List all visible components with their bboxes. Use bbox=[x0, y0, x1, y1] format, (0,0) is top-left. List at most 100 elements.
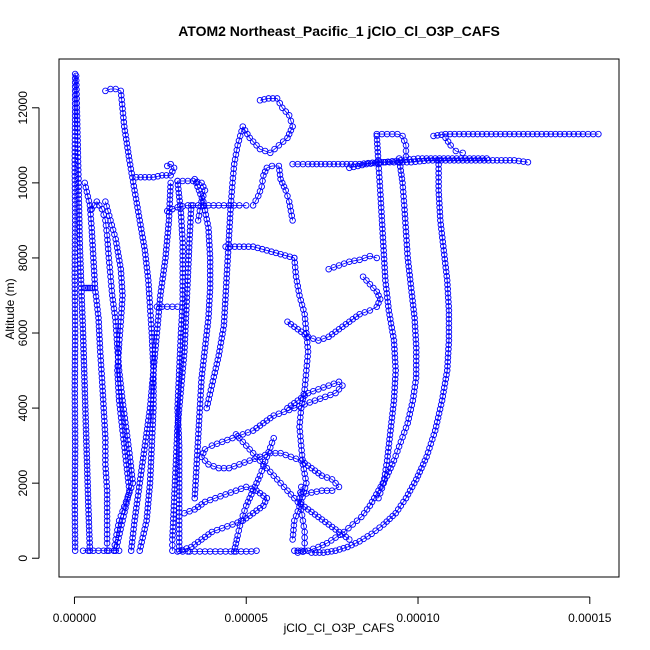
data-point bbox=[118, 423, 126, 430]
data-point bbox=[167, 179, 174, 187]
data-point bbox=[406, 487, 414, 494]
series-segment bbox=[318, 336, 329, 341]
series-segment bbox=[393, 441, 402, 461]
data-point bbox=[224, 253, 232, 261]
data-point bbox=[114, 248, 122, 256]
x-axis-label: jClO_Cl_O3P_CAFS bbox=[283, 621, 395, 635]
data-point bbox=[85, 510, 92, 518]
data-point bbox=[128, 538, 136, 546]
data-point bbox=[194, 434, 202, 442]
series-segment bbox=[266, 250, 281, 255]
data-point bbox=[140, 242, 148, 250]
data-point bbox=[411, 314, 418, 322]
data-point bbox=[435, 174, 442, 181]
data-point bbox=[445, 302, 452, 310]
data-point bbox=[81, 398, 89, 405]
data-point bbox=[373, 491, 380, 498]
data-point bbox=[133, 199, 141, 207]
data-point bbox=[297, 437, 305, 445]
data-point bbox=[297, 432, 304, 440]
data-point bbox=[115, 253, 122, 260]
data-point bbox=[125, 152, 133, 160]
series-segment bbox=[285, 190, 290, 202]
data-point bbox=[109, 296, 117, 304]
data-point bbox=[136, 479, 143, 487]
data-point bbox=[301, 547, 308, 554]
data-point bbox=[335, 378, 343, 386]
data-point bbox=[71, 450, 79, 457]
data-point bbox=[175, 488, 183, 495]
data-point bbox=[139, 534, 146, 542]
data-point bbox=[150, 409, 157, 416]
data-point bbox=[136, 217, 143, 224]
data-point bbox=[151, 354, 158, 362]
data-point bbox=[391, 345, 398, 353]
data-point bbox=[96, 348, 104, 356]
series-segment bbox=[239, 460, 250, 465]
data-point bbox=[71, 523, 79, 530]
data-point bbox=[118, 309, 125, 317]
data-point bbox=[443, 367, 451, 374]
data-point bbox=[75, 166, 82, 174]
data-point bbox=[121, 448, 129, 456]
data-point bbox=[90, 258, 97, 266]
data-point bbox=[253, 142, 260, 149]
data-point bbox=[102, 474, 110, 481]
data-point bbox=[77, 256, 84, 263]
x-tick-label: 0.00000 bbox=[53, 611, 97, 625]
data-point bbox=[94, 310, 102, 317]
data-point bbox=[419, 461, 427, 468]
data-point bbox=[158, 172, 166, 179]
data-point bbox=[412, 357, 420, 365]
data-point bbox=[71, 498, 79, 506]
data-point bbox=[383, 285, 390, 293]
data-point bbox=[125, 478, 132, 486]
data-point bbox=[374, 152, 382, 160]
series-segment bbox=[280, 253, 295, 259]
series-segment bbox=[206, 385, 213, 409]
series-segment bbox=[184, 509, 195, 514]
chart-title: ATOM2 Northeast_Pacific_1 jClO_Cl_O3P_CA… bbox=[178, 23, 500, 39]
data-point bbox=[179, 248, 186, 255]
data-point bbox=[204, 400, 212, 407]
series-segment bbox=[149, 445, 153, 484]
data-point bbox=[435, 157, 442, 164]
data-point bbox=[409, 301, 417, 309]
data-point bbox=[83, 466, 91, 474]
data-point bbox=[127, 165, 135, 173]
data-point bbox=[350, 163, 357, 171]
data-point bbox=[71, 309, 79, 317]
data-point bbox=[129, 530, 137, 537]
data-point bbox=[175, 438, 183, 445]
data-point bbox=[109, 292, 116, 299]
data-point bbox=[80, 357, 88, 365]
data-point bbox=[74, 149, 82, 157]
data-point bbox=[385, 468, 393, 476]
data-point bbox=[194, 183, 201, 190]
data-point bbox=[242, 202, 250, 209]
series-segment bbox=[439, 220, 445, 251]
data-point bbox=[374, 144, 381, 152]
data-point bbox=[150, 404, 157, 412]
data-point bbox=[304, 348, 312, 356]
data-point bbox=[71, 486, 79, 494]
data-point bbox=[180, 361, 187, 368]
data-point bbox=[178, 222, 185, 230]
series-segment bbox=[381, 220, 385, 251]
data-point bbox=[391, 388, 398, 396]
data-point bbox=[71, 478, 79, 486]
data-point bbox=[105, 259, 113, 266]
data-point bbox=[99, 391, 107, 399]
data-point bbox=[154, 317, 162, 324]
data-point bbox=[102, 469, 110, 477]
data-point bbox=[204, 323, 211, 330]
data-point bbox=[279, 104, 286, 112]
data-point bbox=[429, 436, 436, 443]
data-point bbox=[146, 404, 154, 412]
data-point bbox=[286, 253, 294, 260]
y-axis-label: Altitude (m) bbox=[3, 278, 17, 339]
data-point bbox=[71, 394, 79, 401]
data-point bbox=[115, 341, 123, 348]
data-point bbox=[404, 254, 411, 262]
series-segment bbox=[115, 239, 122, 270]
